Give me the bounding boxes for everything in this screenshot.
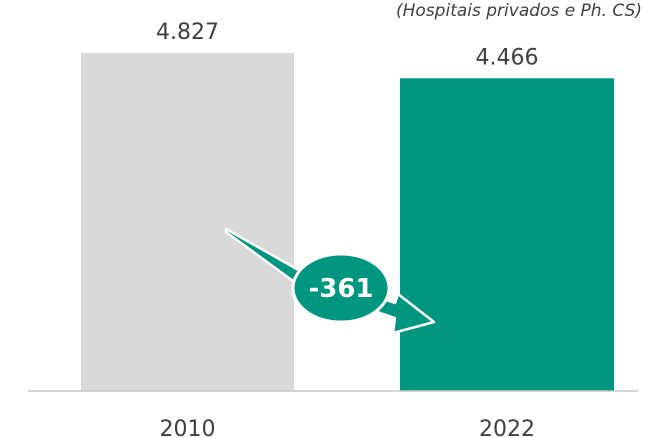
change-value: -361	[308, 274, 373, 304]
bar-2022	[400, 78, 614, 391]
x-tick-label-2022: 2022	[479, 417, 535, 438]
change-badge: -361	[291, 252, 391, 324]
data-label-2022: 4.466	[476, 45, 539, 70]
x-tick-label-2010: 2010	[160, 417, 216, 438]
bar-2010	[81, 53, 294, 391]
data-label-2010: 4.827	[156, 20, 219, 45]
chart-subtitle: (Hospitais privados e Ph. CS)	[396, 1, 642, 21]
